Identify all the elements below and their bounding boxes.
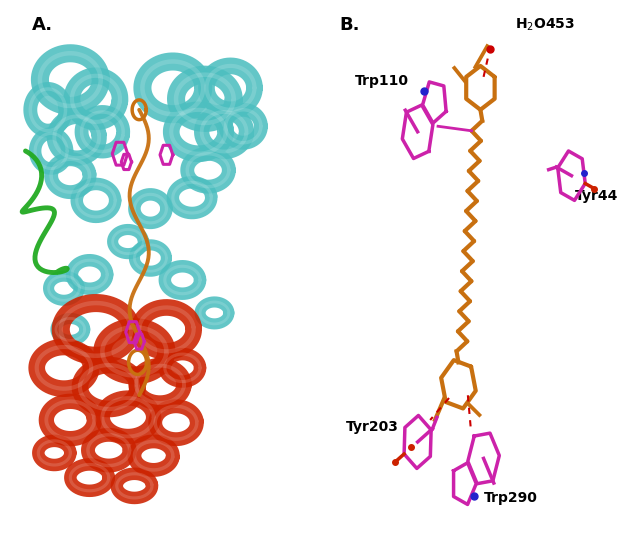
Text: Tyr44: Tyr44 [575, 189, 618, 203]
Text: Trp110: Trp110 [355, 74, 409, 88]
Text: A.: A. [32, 16, 53, 35]
Text: B.: B. [339, 16, 360, 35]
Text: Tyr203: Tyr203 [345, 420, 398, 434]
Text: Trp290: Trp290 [484, 491, 538, 505]
Text: H$_2$O453: H$_2$O453 [515, 16, 575, 33]
